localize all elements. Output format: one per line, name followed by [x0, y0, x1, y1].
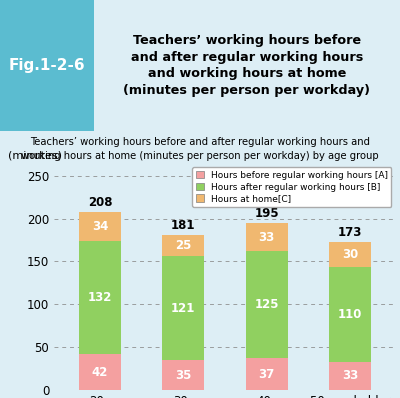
Text: 33: 33: [342, 369, 358, 382]
Legend: Hours before regular working hours [A], Hours after regular working hours [B], H: Hours before regular working hours [A], …: [192, 167, 392, 207]
Bar: [329, 267, 371, 362]
Text: 37: 37: [258, 368, 275, 380]
Text: 125: 125: [254, 298, 279, 311]
Bar: [79, 241, 121, 354]
Text: 173: 173: [338, 226, 362, 239]
Bar: [329, 362, 371, 390]
Bar: [246, 223, 288, 251]
Text: 42: 42: [92, 365, 108, 378]
Text: 181: 181: [171, 219, 196, 232]
Text: 195: 195: [254, 207, 279, 220]
Text: 25: 25: [175, 239, 192, 252]
Text: 35: 35: [175, 369, 192, 382]
Bar: [246, 251, 288, 358]
Bar: [162, 360, 204, 390]
Bar: [329, 242, 371, 267]
Text: 110: 110: [338, 308, 362, 321]
Bar: [162, 256, 204, 360]
Text: 33: 33: [258, 230, 275, 244]
Bar: [79, 212, 121, 241]
Text: (minutes): (minutes): [8, 150, 62, 160]
Bar: [246, 358, 288, 390]
Text: 208: 208: [88, 196, 112, 209]
Text: Teachers’ working hours before
and after regular working hours
and working hours: Teachers’ working hours before and after…: [124, 34, 370, 97]
Text: 34: 34: [92, 220, 108, 233]
Bar: [162, 235, 204, 256]
Text: Fig.1-2-6: Fig.1-2-6: [9, 58, 85, 73]
Bar: [79, 354, 121, 390]
Bar: [0, 0, 94, 131]
Text: 30: 30: [342, 248, 358, 261]
Text: 132: 132: [88, 291, 112, 304]
Text: 121: 121: [171, 302, 196, 315]
Text: Teachers’ working hours before and after regular working hours and
working hours: Teachers’ working hours before and after…: [21, 137, 379, 161]
